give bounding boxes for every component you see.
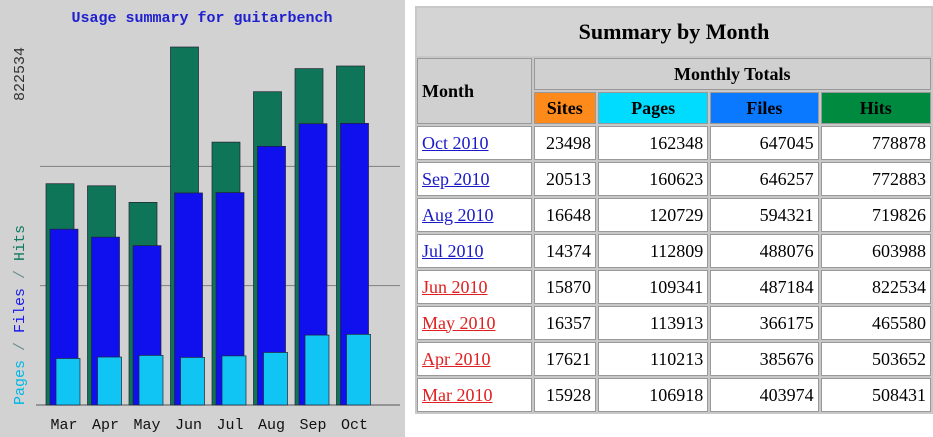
month-link[interactable]: Aug 2010 (417, 198, 532, 232)
x-tick-label: Oct (341, 417, 368, 434)
month-link[interactable]: Apr 2010 (417, 342, 532, 376)
table-cell: 162348 (597, 126, 709, 160)
table-cell: 17621 (533, 342, 596, 376)
table-cell: 20513 (533, 162, 596, 196)
y-label-part: Pages (12, 360, 29, 405)
table-cell: 487184 (710, 270, 819, 304)
table-cell: 110213 (597, 342, 709, 376)
table-cell: 113913 (597, 306, 709, 340)
table-cell: 15928 (533, 378, 596, 412)
table-cell: 109341 (597, 270, 709, 304)
bar (221, 355, 247, 406)
table-cell: 647045 (710, 126, 819, 160)
table-cell: 403974 (710, 378, 819, 412)
y-label-part: Hits (12, 225, 29, 261)
table-cell: 14374 (533, 234, 596, 268)
table-cell: 503652 (820, 342, 931, 376)
y-axis-label: Pages / Files / Hits (12, 225, 29, 405)
group-header: Monthly Totals (533, 58, 931, 90)
table-row: Aug 2010 16648 120729 594321 719826 (417, 198, 931, 232)
table-cell: 646257 (710, 162, 819, 196)
y-label-part: Files (12, 288, 29, 333)
table-cell: 385676 (710, 342, 819, 376)
y-tick-label: 822534 (12, 47, 29, 101)
column-header: Sites (533, 92, 596, 124)
table-cell: 778878 (820, 126, 931, 160)
table-cell: 112809 (597, 234, 709, 268)
table-cell: 15870 (533, 270, 596, 304)
bar (263, 352, 288, 406)
table-row: Sep 2010 20513 160623 646257 772883 (417, 162, 931, 196)
x-tick-label: Aug (258, 417, 285, 434)
x-tick-label: May (133, 417, 160, 434)
month-link[interactable]: Jun 2010 (417, 270, 532, 304)
table-cell: 719826 (820, 198, 931, 232)
bar (55, 358, 81, 406)
table-cell: 106918 (597, 378, 709, 412)
bar (97, 356, 122, 406)
column-header: Hits (820, 92, 931, 124)
table-row: Jun 2010 15870 109341 487184 822534 (417, 270, 931, 304)
summary-table: Summary by Month Month Monthly Totals Si… (415, 6, 933, 414)
chart-title: Usage summary for guitarbench (71, 10, 332, 27)
table-cell: 488076 (710, 234, 819, 268)
column-header-row: Sites Pages Files Hits (417, 92, 931, 124)
table-cell: 594321 (710, 198, 819, 232)
column-header: Pages (597, 92, 709, 124)
table-cell: 508431 (820, 378, 931, 412)
month-link[interactable]: Sep 2010 (417, 162, 532, 196)
y-label-part: / (12, 261, 29, 288)
month-link[interactable]: Oct 2010 (417, 126, 532, 160)
table-row: May 2010 16357 113913 366175 465580 (417, 306, 931, 340)
table-cell: 465580 (820, 306, 931, 340)
month-link[interactable]: Mar 2010 (417, 378, 532, 412)
bar (138, 355, 164, 406)
table-cell: 366175 (710, 306, 819, 340)
bar (346, 333, 371, 406)
table-row: Oct 2010 23498 162348 647045 778878 (417, 126, 931, 160)
column-header: Files (710, 92, 819, 124)
month-link[interactable]: Jul 2010 (417, 234, 532, 268)
table-cell: 160623 (597, 162, 709, 196)
x-tick-label: Jul (216, 417, 243, 434)
table-row: Jul 2010 14374 112809 488076 603988 (417, 234, 931, 268)
bar (180, 357, 205, 406)
table-row: Apr 2010 17621 110213 385676 503652 (417, 342, 931, 376)
x-tick-label: Apr (92, 417, 119, 434)
table-title: Summary by Month (417, 8, 931, 56)
table-cell: 772883 (820, 162, 931, 196)
chart: Usage summary for guitarbench 822534 Page… (0, 0, 405, 437)
bar (304, 334, 330, 406)
x-tick-label: Mar (50, 417, 77, 434)
y-label-part: / (12, 333, 29, 360)
table-row: Mar 2010 15928 106918 403974 508431 (417, 378, 931, 412)
table-cell: 16648 (533, 198, 596, 232)
x-tick-label: Sep (299, 417, 326, 434)
month-header: Month (417, 58, 532, 124)
month-link[interactable]: May 2010 (417, 306, 532, 340)
x-tick-label: Jun (175, 417, 202, 434)
table-cell: 120729 (597, 198, 709, 232)
table-cell: 822534 (820, 270, 931, 304)
table-cell: 16357 (533, 306, 596, 340)
table-cell: 23498 (533, 126, 596, 160)
table-cell: 603988 (820, 234, 931, 268)
